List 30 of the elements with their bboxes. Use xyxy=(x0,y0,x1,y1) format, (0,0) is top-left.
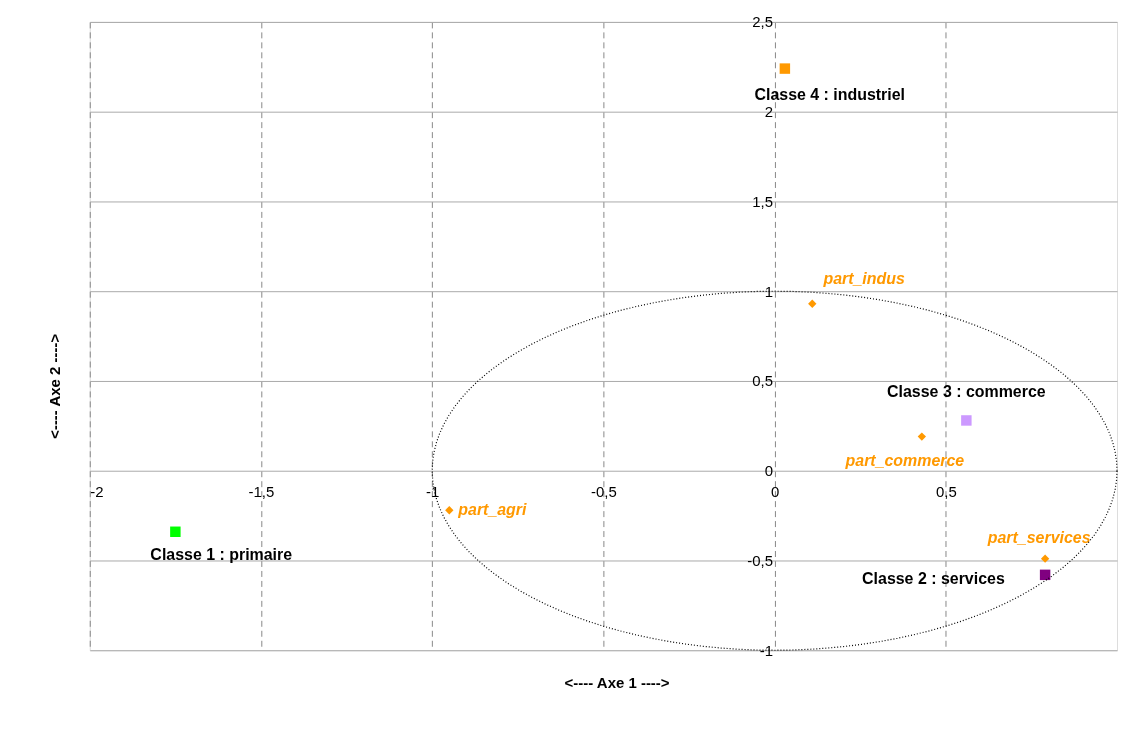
x-tick-label: -1,5 xyxy=(248,483,275,501)
y-tick-label: 2,5 xyxy=(752,13,774,31)
y-tick-label: 0,5 xyxy=(752,372,774,390)
y-tick-label: 1 xyxy=(764,282,774,300)
annotation: part_services xyxy=(986,528,1091,546)
x-axis-title: <---- Axe 1 ----> xyxy=(564,674,670,692)
y-tick-label: -0,5 xyxy=(747,551,774,569)
y-tick-label: 0 xyxy=(764,462,774,480)
y-axis-title: <---- Axe 2 ----> xyxy=(45,333,63,439)
annotation: Classe 1 : primaire xyxy=(150,545,293,563)
x-tick-label: -1 xyxy=(426,483,440,501)
x-tick-label: 0,5 xyxy=(935,483,957,501)
point xyxy=(1039,569,1051,581)
y-tick-label: 1,5 xyxy=(752,192,774,210)
annotation: part_agri xyxy=(457,501,528,519)
annotation: Classe 2 : services xyxy=(862,569,1005,587)
x-tick-label: -2 xyxy=(90,483,104,501)
point xyxy=(170,526,181,537)
annotation: part_commerce xyxy=(844,451,965,469)
annotation: Classe 4 : industriel xyxy=(754,85,906,103)
point xyxy=(1040,554,1050,563)
point xyxy=(808,299,817,308)
point xyxy=(961,415,972,426)
x-tick-label: -0,5 xyxy=(591,483,617,501)
annotation: part_indus xyxy=(822,269,905,287)
annotation: Classe 3 : commerce xyxy=(887,382,1046,400)
point xyxy=(917,432,927,441)
y-tick-label: -1 xyxy=(759,641,774,659)
point xyxy=(445,506,454,515)
y-tick-label: 2 xyxy=(764,103,774,121)
